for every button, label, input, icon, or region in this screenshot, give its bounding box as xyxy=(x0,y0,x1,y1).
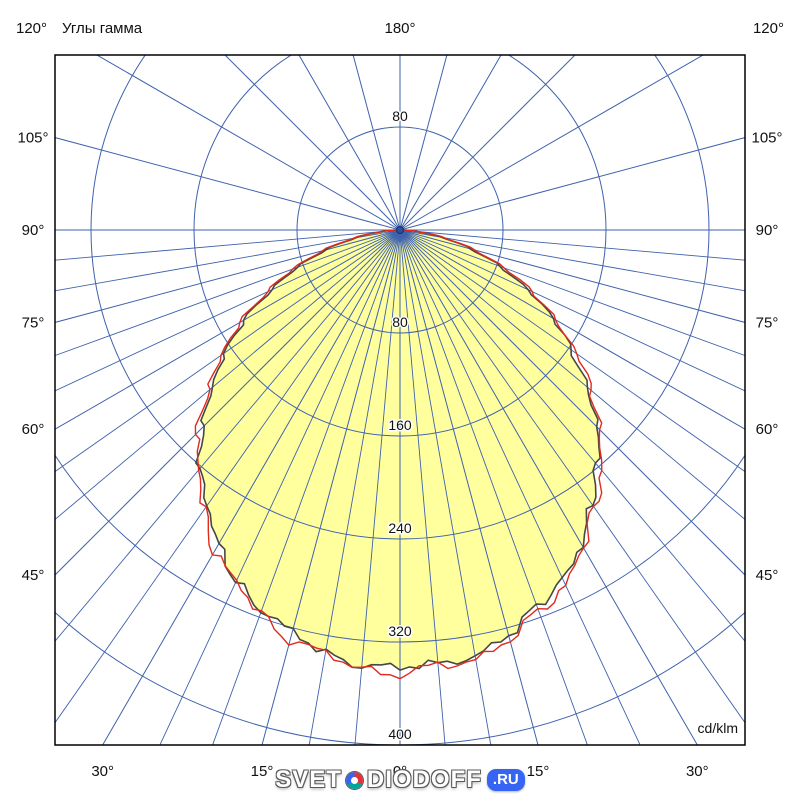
grid-radial-line xyxy=(399,229,745,323)
grid-radial-line xyxy=(399,55,705,231)
grid-radial-line xyxy=(55,229,401,521)
gamma-angle-label-top-right: 120° xyxy=(753,20,784,37)
grid-radial-line xyxy=(399,229,745,473)
grid-radial-line xyxy=(55,229,401,261)
grid-radial-line xyxy=(399,229,641,745)
grid-radial-line xyxy=(399,229,446,745)
gamma-angle-label-right: 45° xyxy=(756,567,779,584)
grid-radial-line xyxy=(224,55,401,231)
grid-radial-line xyxy=(399,229,745,392)
gamma-angle-label-bottom: 30° xyxy=(91,763,114,780)
gamma-angle-label-top-center: 180° xyxy=(384,20,415,37)
grid-radial-line xyxy=(399,229,745,430)
grid-radial-line xyxy=(399,229,745,261)
gamma-angle-label-top-left: 120° xyxy=(16,20,47,37)
grid-radial-line xyxy=(298,55,401,231)
labels-layer: 80 80 160 240 320 400 45° 45° 60° 60° 75° 75° 90° 90°… xyxy=(16,20,784,780)
grid-radial-line xyxy=(95,55,401,231)
gamma-angle-label-right: 90° xyxy=(756,222,779,239)
gamma-angle-label-right: 60° xyxy=(756,421,779,438)
ring-value-label: 240 xyxy=(388,520,412,536)
grid-radial-line xyxy=(102,229,401,745)
grid-radial-line xyxy=(399,229,745,642)
grid-radial-line xyxy=(399,229,745,292)
gamma-angle-label-left: 90° xyxy=(22,222,45,239)
gamma-angle-label-bottom: 30° xyxy=(686,763,709,780)
gamma-angle-label-left: 60° xyxy=(22,421,45,438)
grid-radial-line xyxy=(399,55,576,231)
gamma-angle-label-bottom: 15° xyxy=(251,763,274,780)
ring-value-label: 400 xyxy=(388,726,412,742)
gamma-angle-label-bottom: 0° xyxy=(393,763,407,780)
ring-value-label: 80 xyxy=(392,108,408,124)
gamma-angle-label-left: 105° xyxy=(17,130,48,147)
grid-radial-line xyxy=(55,229,401,724)
grid-radial-line xyxy=(55,229,401,323)
grid-radial-line xyxy=(55,229,401,642)
grid-radial-line xyxy=(399,229,745,576)
intensity-curve-c0 xyxy=(194,229,601,671)
gamma-angle-label-right: 105° xyxy=(751,130,782,147)
grid-radial-line xyxy=(212,229,401,745)
gamma-angle-label-left: 75° xyxy=(22,314,45,331)
grid-radial-line xyxy=(399,55,502,231)
grid-radial-line xyxy=(55,229,401,576)
grid-radial-line xyxy=(55,229,401,357)
ring-value-label: 320 xyxy=(388,623,412,639)
polar-center-dot xyxy=(396,226,404,234)
grid-radial-line xyxy=(308,229,401,745)
ring-value-label: 80 xyxy=(392,314,408,330)
grid-radial-line xyxy=(399,229,745,724)
grid-radial-line xyxy=(55,137,401,231)
plot-border xyxy=(54,54,746,746)
diagram-title: Углы гамма xyxy=(62,20,143,37)
grid-radial-line xyxy=(399,229,698,745)
grid-radial-line xyxy=(261,229,401,745)
grid-radial-line xyxy=(55,229,401,473)
grid-radial-line xyxy=(55,229,401,392)
grid-radial-line xyxy=(55,229,401,430)
gamma-angle-label-left: 45° xyxy=(22,567,45,584)
grid-radial-line xyxy=(399,229,745,521)
grid-radial-line xyxy=(354,229,401,745)
grid-radial-line xyxy=(159,229,401,745)
grid-radial-line xyxy=(399,229,588,745)
unit-label: cd/klm xyxy=(698,720,738,736)
grid-radial-line xyxy=(55,229,401,292)
gamma-angle-label-right: 75° xyxy=(756,314,779,331)
grid-radial-line xyxy=(399,137,745,231)
grid-radial-line xyxy=(399,55,448,231)
intensity-curve-fill xyxy=(195,230,601,671)
intensity-curve-c90 xyxy=(194,229,603,680)
ring-value-label: 160 xyxy=(388,417,412,433)
grid-radial-line xyxy=(399,229,539,745)
gamma-angle-label-bottom: 15° xyxy=(527,763,550,780)
grid-radial-line xyxy=(399,229,745,357)
grid-radial-line xyxy=(399,229,492,745)
